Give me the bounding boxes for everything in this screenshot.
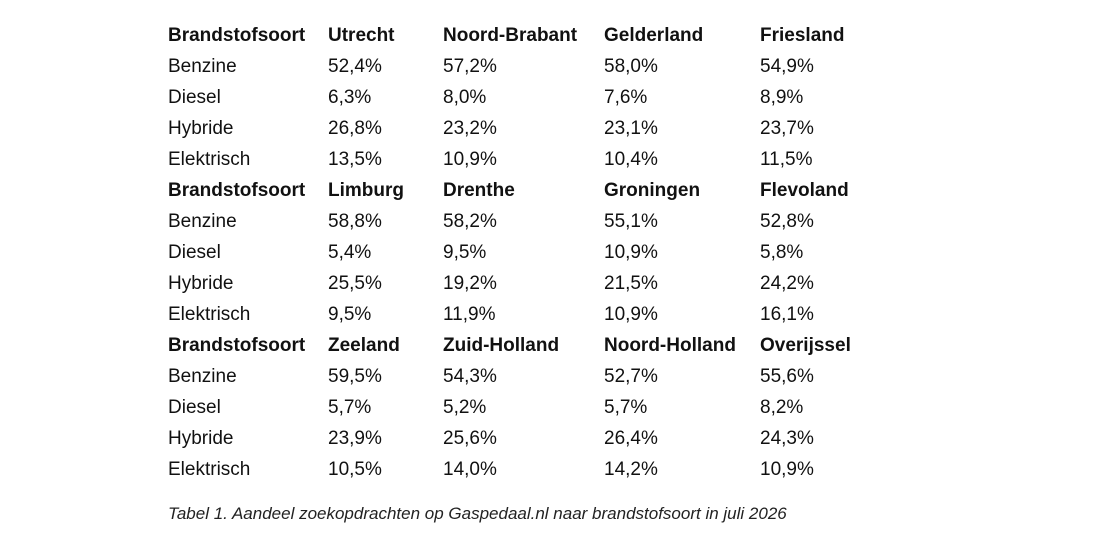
header-cell: Gelderland [604, 25, 704, 46]
cell: 5,7% [604, 397, 648, 418]
cell: 9,5% [443, 242, 487, 263]
cell: 54,9% [760, 56, 814, 77]
cell: Diesel [168, 397, 221, 418]
cell: 26,8% [328, 118, 382, 139]
cell: Elektrisch [168, 459, 251, 480]
cell: 10,9% [443, 149, 497, 170]
header-cell: Zuid-Holland [443, 335, 560, 356]
cell: Benzine [168, 366, 237, 387]
cell: 23,7% [760, 118, 814, 139]
header-cell: Brandstofsoort [168, 25, 306, 46]
cell: 5,7% [328, 397, 372, 418]
cell: 14,0% [443, 459, 497, 480]
cell: 10,9% [604, 304, 658, 325]
cell: 23,9% [328, 428, 382, 449]
cell: 58,8% [328, 211, 382, 232]
cell: 10,9% [760, 459, 814, 480]
cell: 9,5% [328, 304, 372, 325]
header-cell: Noord-Brabant [443, 25, 578, 46]
cell: 25,6% [443, 428, 497, 449]
header-cell: Friesland [760, 25, 845, 46]
cell: 8,9% [760, 87, 804, 108]
cell: 21,5% [604, 273, 658, 294]
header-cell: Overijssel [760, 335, 851, 356]
cell: 5,4% [328, 242, 372, 263]
cell: Elektrisch [168, 304, 251, 325]
cell: 25,5% [328, 273, 382, 294]
cell: 23,1% [604, 118, 658, 139]
cell: 7,6% [604, 87, 648, 108]
caption: Tabel 1. Aandeel zoekopdrachten op Gaspe… [168, 504, 787, 523]
cell: 59,5% [328, 366, 382, 387]
header-cell: Noord-Holland [604, 335, 736, 356]
header-cell: Brandstofsoort [168, 180, 306, 201]
header-cell: Groningen [604, 180, 701, 201]
cell: Elektrisch [168, 149, 251, 170]
cell: 58,2% [443, 211, 497, 232]
header-cell: Utrecht [328, 25, 395, 46]
cell: 55,1% [604, 211, 658, 232]
cell: 23,2% [443, 118, 497, 139]
cell: 19,2% [443, 273, 497, 294]
cell: Diesel [168, 242, 221, 263]
cell: 52,8% [760, 211, 814, 232]
cell: 10,5% [328, 459, 382, 480]
cell: 55,6% [760, 366, 814, 387]
cell: 52,7% [604, 366, 658, 387]
cell: Hybride [168, 118, 234, 139]
header-cell: Limburg [328, 180, 404, 201]
cell: 5,8% [760, 242, 804, 263]
cell: 8,2% [760, 397, 804, 418]
cell: 5,2% [443, 397, 487, 418]
cell: 58,0% [604, 56, 658, 77]
header-cell: Brandstofsoort [168, 335, 306, 356]
cell: 8,0% [443, 87, 487, 108]
cell: 6,3% [328, 87, 372, 108]
cell: 26,4% [604, 428, 658, 449]
cell: 11,5% [760, 149, 813, 170]
cell: 10,4% [604, 149, 658, 170]
header-cell: Drenthe [443, 180, 515, 201]
cell: 54,3% [443, 366, 497, 387]
header-cell: Zeeland [328, 335, 400, 356]
cell: 52,4% [328, 56, 382, 77]
cell: Hybride [168, 428, 234, 449]
cell: Diesel [168, 87, 221, 108]
cell: Benzine [168, 56, 237, 77]
cell: 14,2% [604, 459, 658, 480]
header-cell: Flevoland [760, 180, 849, 201]
cell: 24,3% [760, 428, 814, 449]
cell: 16,1% [760, 304, 814, 325]
cell: Hybride [168, 273, 234, 294]
cell: Benzine [168, 211, 237, 232]
cell: 13,5% [328, 149, 382, 170]
cell: 11,9% [443, 304, 496, 325]
cell: 57,2% [443, 56, 497, 77]
cell: 24,2% [760, 273, 814, 294]
cell: 10,9% [604, 242, 658, 263]
